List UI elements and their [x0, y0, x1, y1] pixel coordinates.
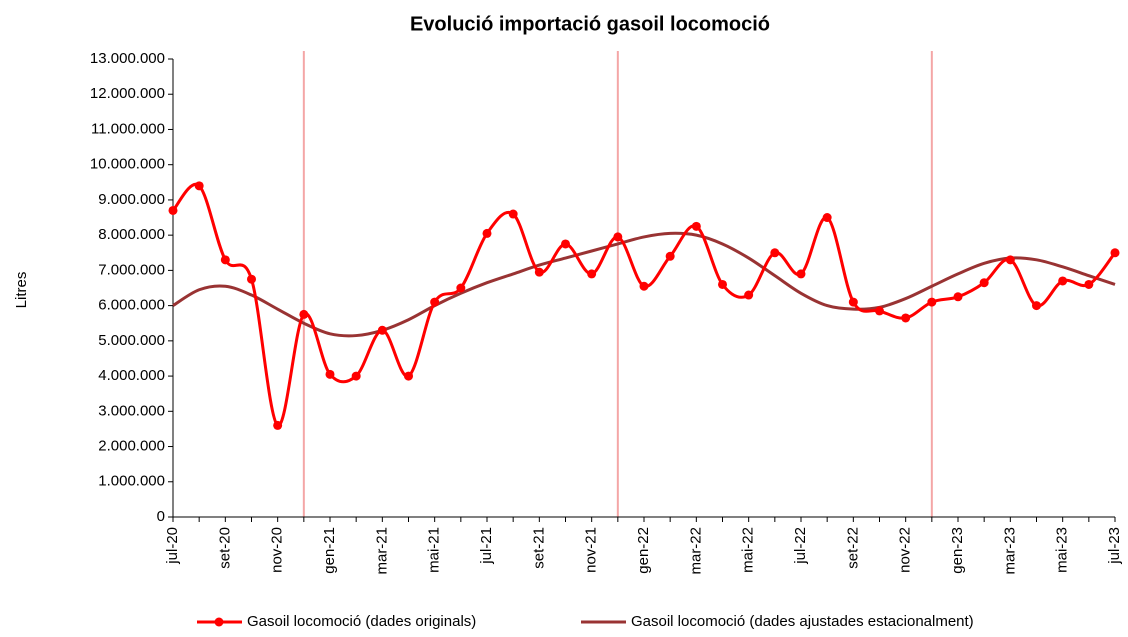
data-point — [456, 283, 466, 293]
y-tick-label: 13.000.000 — [90, 50, 165, 67]
data-point — [822, 213, 832, 223]
x-tick-label: jul-21 — [478, 527, 495, 565]
legend-label: Gasoil locomoció (dades originals) — [247, 613, 476, 630]
data-point — [534, 267, 544, 277]
data-point — [1032, 301, 1041, 311]
data-point — [561, 239, 570, 249]
data-point — [194, 181, 204, 191]
data-point — [247, 274, 256, 284]
data-point — [796, 269, 806, 279]
x-tick-label: mai-21 — [426, 527, 443, 573]
data-point — [901, 313, 911, 323]
series-line — [171, 182, 1117, 427]
data-point — [613, 232, 623, 242]
y-tick-label: 5.000.000 — [98, 332, 165, 349]
x-tick-label: jul-22 — [792, 527, 809, 565]
data-point — [404, 371, 413, 381]
data-point — [848, 297, 858, 307]
data-point — [1084, 279, 1094, 289]
legend-marker — [214, 617, 224, 627]
data-point — [770, 248, 780, 258]
x-tick-label: mar-22 — [687, 527, 704, 575]
data-point — [979, 278, 989, 288]
data-point — [220, 255, 230, 265]
y-tick-label: 11.000.000 — [91, 120, 165, 137]
y-tick-label: 3.000.000 — [98, 402, 165, 419]
data-point — [1005, 255, 1015, 265]
y-tick-label: 2.000.000 — [98, 438, 165, 455]
legend-label: Gasoil locomoció (dades ajustades estaci… — [631, 613, 974, 630]
x-tick-label: nov-22 — [897, 527, 914, 573]
data-point — [299, 309, 309, 319]
x-tick-label: set-20 — [216, 527, 233, 569]
y-tick-label: 9.000.000 — [98, 191, 165, 208]
data-point — [1058, 276, 1068, 286]
x-tick-label: nov-21 — [583, 527, 600, 573]
x-tick-label: mai-22 — [740, 527, 757, 573]
data-point — [168, 205, 178, 215]
y-tick-label: 4.000.000 — [98, 367, 165, 384]
x-tick-label: mar-23 — [1001, 527, 1018, 575]
data-point — [325, 369, 335, 379]
data-point — [351, 371, 361, 381]
x-tick-label: mai-23 — [1054, 527, 1071, 573]
chart-title: Evolució importació gasoil locomoció — [410, 13, 770, 35]
series-line — [172, 231, 1116, 338]
data-point — [377, 325, 387, 335]
x-tick-label: mar-21 — [373, 527, 390, 575]
x-tick-label: jul-23 — [1106, 527, 1123, 565]
x-tick-label: gen-21 — [321, 527, 338, 574]
data-point — [718, 279, 727, 289]
data-point — [482, 228, 492, 238]
y-tick-label: 12.000.000 — [90, 85, 165, 102]
data-point — [508, 209, 518, 219]
y-tick-label: 7.000.000 — [98, 261, 165, 278]
x-tick-label: jul-20 — [164, 527, 181, 565]
data-point — [691, 221, 701, 231]
data-point — [587, 269, 597, 279]
y-axis-label: Litres — [13, 272, 30, 309]
data-point — [875, 306, 884, 316]
data-point — [953, 292, 963, 302]
y-tick-label: 10.000.000 — [90, 156, 165, 173]
x-tick-label: gen-22 — [635, 527, 652, 574]
data-point — [744, 290, 754, 300]
data-point — [430, 297, 440, 307]
data-point — [665, 251, 675, 261]
x-tick-label: set-22 — [844, 527, 861, 569]
data-point — [273, 420, 283, 430]
y-tick-label: 0 — [157, 508, 165, 525]
data-point — [927, 297, 937, 307]
y-tick-label: 1.000.000 — [98, 473, 165, 490]
y-tick-label: 6.000.000 — [98, 297, 165, 314]
x-tick-label: nov-20 — [269, 527, 286, 573]
data-point — [639, 281, 649, 291]
data-point — [1110, 248, 1120, 258]
x-tick-label: set-21 — [530, 527, 547, 569]
y-tick-label: 8.000.000 — [98, 226, 165, 243]
x-tick-label: gen-23 — [949, 527, 966, 574]
